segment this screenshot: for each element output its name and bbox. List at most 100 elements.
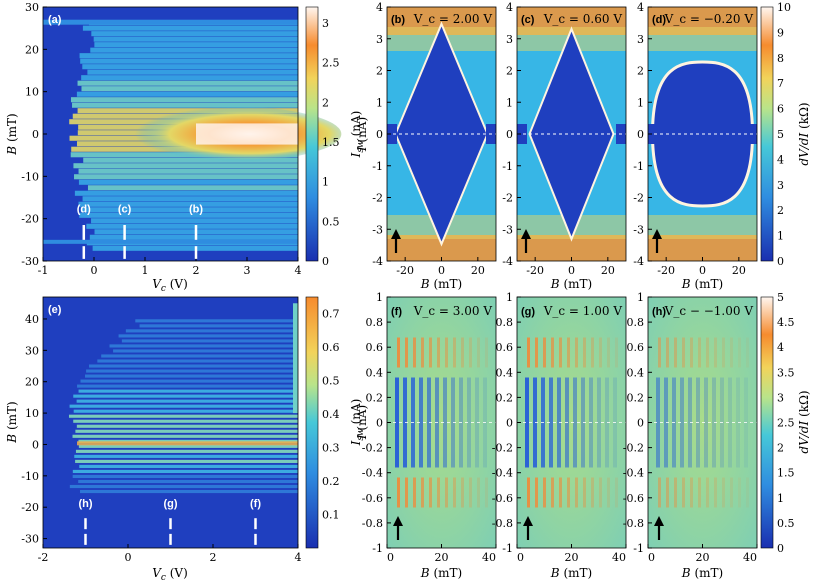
map-ytick: 0 <box>506 417 513 430</box>
map-ytick: -1 <box>633 160 644 173</box>
panel-e-xlabel: Vc (V) <box>152 566 188 583</box>
map-ytick: 0.2 <box>496 391 514 404</box>
map-xtick: 20 <box>565 551 579 564</box>
map-ytick: 2 <box>506 65 513 78</box>
map-ytick: 4 <box>637 1 644 14</box>
colorbar-bottom-tick: 3.5 <box>777 366 795 379</box>
colorbar-top-tick: 5 <box>777 128 784 141</box>
map-ytick: -0.8 <box>623 517 644 530</box>
colorbar-a-tick: 0 <box>322 255 329 268</box>
map-ytick: 0.6 <box>627 341 645 354</box>
map-ytick: 1 <box>506 291 513 304</box>
map-xtick: 40 <box>612 551 626 564</box>
panel-e-xtick: -2 <box>38 551 49 564</box>
colorbar-top-tick: 7 <box>777 77 784 90</box>
map-ytick: 0.2 <box>366 391 384 404</box>
panel-e-ytick: 0 <box>32 438 39 451</box>
panel-a-label: (a) <box>48 14 62 26</box>
panel-e-heatmap <box>43 297 299 548</box>
colorbar-bottom <box>760 296 774 549</box>
map-xtick: 0 <box>648 551 655 564</box>
map-xlabel: B (mT) <box>550 566 592 580</box>
panel-e-marker: (g) <box>163 498 177 510</box>
colorbar-bottom-tick: 1.5 <box>777 467 795 480</box>
panel-a-marker: (b) <box>189 203 203 215</box>
map-label: (h) <box>652 306 666 318</box>
map-ytick: -1 <box>502 542 513 555</box>
map-ytick: -2 <box>502 192 513 205</box>
colorbar-a-tick: 0.5 <box>322 215 340 228</box>
panel-a-marker: (c) <box>118 203 132 215</box>
colorbar-bottom-tick: 0.5 <box>777 517 795 530</box>
map-ytick: 1 <box>637 96 644 109</box>
colorbar-top-tick: 10 <box>777 1 791 14</box>
map-vc: V_c = 2.00 V <box>413 12 493 26</box>
panel-a-xtick: 1 <box>142 264 149 277</box>
map-label: (f) <box>391 306 402 318</box>
colorbar-a-tick: 2 <box>322 96 329 109</box>
colorbar-e-tick: 0.1 <box>322 509 340 522</box>
map-ytick: 0 <box>376 417 383 430</box>
map-ytick: -0.6 <box>362 492 383 505</box>
colorbar-top-tick: 1 <box>777 230 784 243</box>
map-xtick: 20 <box>732 264 746 277</box>
top-maps-ylabel: I (nA) <box>355 117 369 152</box>
map-xlabel: B (mT) <box>420 566 462 580</box>
map-ytick: 0 <box>637 128 644 141</box>
map-xtick: 20 <box>435 551 449 564</box>
colorbar-top-tick: 4 <box>777 153 784 166</box>
panel-e-ytick: 40 <box>25 313 39 326</box>
colorbar-top-tick: 0 <box>777 255 784 268</box>
panel-e-ytick: -20 <box>21 501 39 514</box>
map-g <box>517 297 626 548</box>
map-f <box>387 297 496 548</box>
map-ytick: -0.8 <box>362 517 383 530</box>
map-ytick: 0 <box>506 128 513 141</box>
map-xtick: 0 <box>387 551 394 564</box>
map-xlabel: B (mT) <box>681 277 723 291</box>
map-ytick: 0.4 <box>366 366 384 379</box>
colorbar-bottom-label: dV/dI (kΩ) <box>797 390 811 453</box>
map-ytick: -0.2 <box>362 442 383 455</box>
panel-e-ytick: -30 <box>21 533 39 546</box>
map-ytick: 0.4 <box>496 366 514 379</box>
map-c <box>517 7 626 261</box>
colorbar-a-tick: 1.5 <box>322 136 340 149</box>
colorbar-bottom-tick: 2 <box>777 442 784 455</box>
colorbar-a-tick: 2.5 <box>322 57 340 70</box>
map-ytick: -0.2 <box>623 442 644 455</box>
panel-e-marker: (h) <box>78 498 92 510</box>
panel-a-ytick: -10 <box>21 170 39 183</box>
map-xtick: 40 <box>482 551 496 564</box>
colorbar-top-tick: 8 <box>777 52 784 65</box>
map-ytick: -1 <box>502 160 513 173</box>
panel-a-ytick: 30 <box>25 1 39 14</box>
map-ytick: 1 <box>637 291 644 304</box>
colorbar-bottom-tick: 4.5 <box>777 316 795 329</box>
map-xtick: -20 <box>657 264 675 277</box>
map-ytick: -1 <box>372 542 383 555</box>
map-ytick: 3 <box>637 33 644 46</box>
map-ytick: 3 <box>506 33 513 46</box>
map-ytick: 0 <box>637 417 644 430</box>
colorbar-top-tick: 2 <box>777 204 784 217</box>
map-ytick: -4 <box>372 255 383 268</box>
panel-a-xtick: 3 <box>244 264 251 277</box>
colorbar-bottom-tick: 2.5 <box>777 417 795 430</box>
map-h <box>648 297 757 548</box>
panel-a-xlabel: Vc (V) <box>152 277 188 294</box>
map-xtick: 0 <box>699 264 706 277</box>
colorbar-bottom-tick: 3 <box>777 391 784 404</box>
panel-e-ytick: 20 <box>25 376 39 389</box>
map-ytick: -0.2 <box>492 442 513 455</box>
panel-a-marker: (d) <box>77 203 91 215</box>
colorbar-e-tick: 0.5 <box>322 375 340 388</box>
map-ytick: -4 <box>502 255 513 268</box>
map-ytick: -2 <box>372 192 383 205</box>
colorbar-top-tick: 9 <box>777 26 784 39</box>
map-ytick: -0.6 <box>492 492 513 505</box>
colorbar-e-tick: 0.7 <box>322 308 340 321</box>
map-xtick: 0 <box>438 264 445 277</box>
colorbar-e-tick: 0.3 <box>322 442 340 455</box>
